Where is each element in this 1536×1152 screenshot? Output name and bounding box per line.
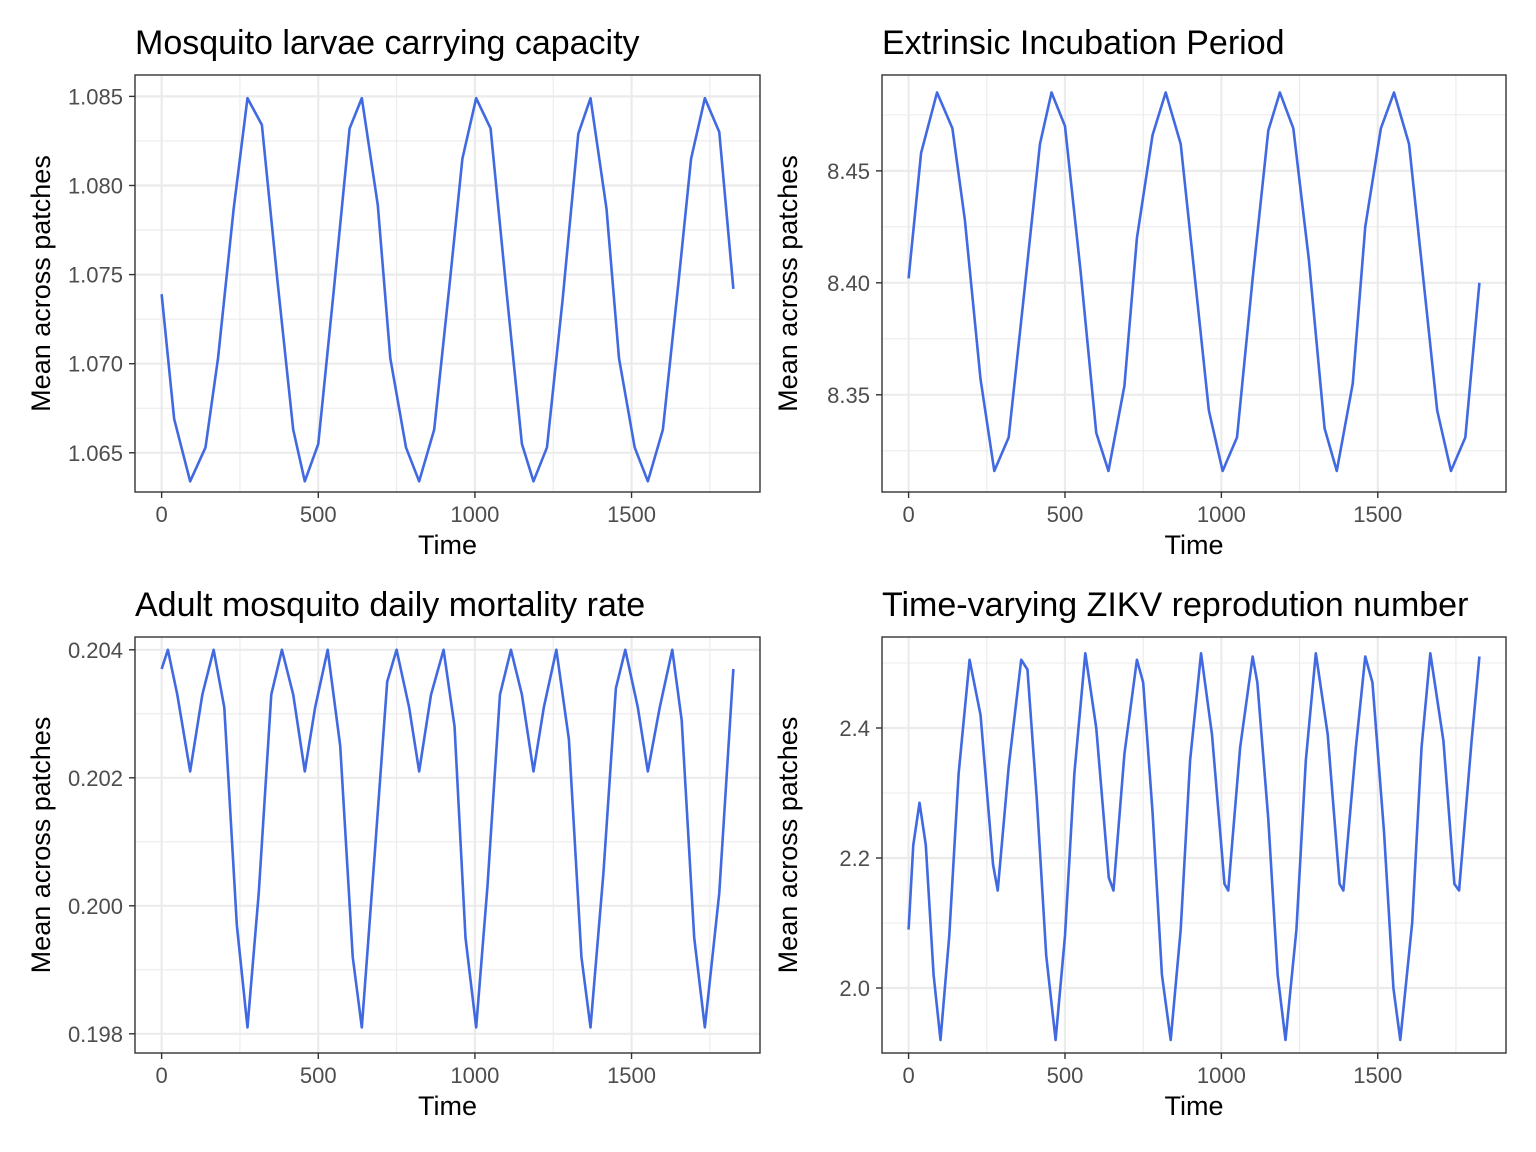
- chart-title: Time-varying ZIKV reprodution number: [882, 586, 1468, 624]
- x-axis-title: Time: [418, 1091, 477, 1121]
- y-tick-label: 8.40: [827, 271, 870, 296]
- panel-border: [134, 74, 761, 493]
- y-tick-label: 0.204: [68, 638, 123, 663]
- chart-title: Extrinsic Incubation Period: [882, 24, 1285, 62]
- y-tick-label: 8.45: [827, 159, 870, 184]
- y-axis-title: Mean across patches: [26, 155, 56, 412]
- panel-background: [135, 637, 760, 1053]
- y-tick-label: 2.2: [839, 846, 870, 871]
- x-tick-label: 1500: [607, 502, 656, 527]
- x-tick-label: 500: [300, 1063, 337, 1088]
- x-tick-label: 0: [902, 1063, 914, 1088]
- series-line: [907, 91, 1481, 473]
- x-tick-label: 500: [1047, 1063, 1084, 1088]
- y-tick-label: 0.200: [68, 894, 123, 919]
- x-tick-label: 500: [1047, 502, 1084, 527]
- series-line: [907, 651, 1481, 1042]
- y-tick-label: 2.0: [839, 976, 870, 1001]
- y-tick-label: 8.35: [827, 383, 870, 408]
- chart-panel-4: 0 500 1000 1500 2.0 2.2 2.4 Time-varying ZIKV r…: [773, 586, 1507, 1121]
- y-tick-label: 0.202: [68, 766, 123, 791]
- y-tick-label: 1.080: [68, 173, 123, 198]
- y-tick-label: 1.075: [68, 263, 123, 288]
- y-axis-title: Mean across patches: [26, 717, 56, 974]
- y-tick-label: 2.4: [839, 716, 870, 741]
- chart-title: Mosquito larvae carrying capacity: [135, 24, 640, 62]
- x-tick-label: 0: [902, 502, 914, 527]
- y-tick-label: 0.198: [68, 1022, 123, 1047]
- x-tick-label: 1500: [607, 1063, 656, 1088]
- chart-title: Adult mosquito daily mortality rate: [135, 586, 645, 624]
- x-tick-label: 1000: [450, 502, 499, 527]
- x-axis-title: Time: [418, 530, 477, 560]
- x-tick-label: 1000: [1197, 1063, 1246, 1088]
- y-axis-title: Mean across patches: [773, 717, 803, 974]
- x-tick-label: 0: [156, 1063, 168, 1088]
- x-tick-label: 500: [300, 502, 337, 527]
- y-tick-label: 1.070: [68, 352, 123, 377]
- x-tick-label: 1500: [1353, 502, 1402, 527]
- series-line: [160, 648, 735, 1029]
- chart-panel-2: 0 500 1000 1500 8.35 8.40 8.45 Extrinsic Incuba…: [773, 24, 1507, 560]
- chart-panel-3: 0 500 1000 1500 0.198 0.200 0.202 0.204 Adult mo…: [26, 586, 761, 1121]
- y-axis-title: Mean across patches: [773, 155, 803, 412]
- chart-panel-1: 0 500 1000 1500 1.065 1.070 1.075 1.080 1.085 Mos…: [26, 24, 761, 560]
- y-tick-label: 1.065: [68, 441, 123, 466]
- panel-background: [135, 75, 760, 492]
- series-line: [160, 96, 735, 483]
- panel-border: [134, 636, 761, 1054]
- x-tick-label: 1000: [1197, 502, 1246, 527]
- x-tick-label: 1500: [1353, 1063, 1402, 1088]
- x-tick-label: 1000: [450, 1063, 499, 1088]
- x-axis-title: Time: [1165, 530, 1224, 560]
- x-tick-label: 0: [156, 502, 168, 527]
- y-tick-label: 1.085: [68, 84, 123, 109]
- x-axis-title: Time: [1165, 1091, 1224, 1121]
- panel-border: [881, 636, 1507, 1054]
- panel-background: [882, 637, 1506, 1053]
